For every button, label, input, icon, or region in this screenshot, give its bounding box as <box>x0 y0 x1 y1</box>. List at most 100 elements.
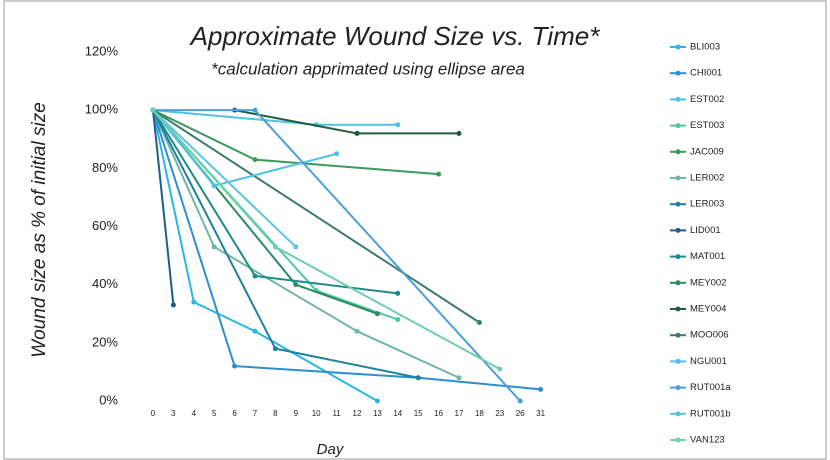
legend-label: MOO006 <box>690 330 729 341</box>
series-line <box>152 109 541 391</box>
x-tick-label: 18 <box>475 409 484 418</box>
x-tick-label: 13 <box>373 409 382 418</box>
x-tick-label: 12 <box>353 409 362 418</box>
x-tick-label: 11 <box>332 409 341 418</box>
x-tick-label: 15 <box>414 409 423 418</box>
data-point <box>497 366 503 372</box>
data-point <box>272 346 278 352</box>
y-tick-label: 120% <box>85 43 119 58</box>
legend-marker <box>675 44 681 50</box>
x-tick-label: 10 <box>312 409 321 418</box>
data-point <box>456 130 462 136</box>
data-point <box>252 157 258 163</box>
legend-marker <box>675 123 681 129</box>
x-tick-label: 17 <box>455 409 464 418</box>
legend-marker <box>675 149 681 155</box>
x-tick-label: 5 <box>212 409 217 418</box>
data-point <box>354 130 360 136</box>
series-line <box>152 109 480 324</box>
x-tick-label: 4 <box>192 409 197 418</box>
data-point <box>476 319 482 325</box>
y-tick-label: 80% <box>92 160 118 175</box>
legend-marker <box>675 227 681 233</box>
x-tick-label: 6 <box>232 409 237 418</box>
y-tick-label: 60% <box>92 218 118 233</box>
data-point <box>272 244 278 250</box>
data-point <box>334 151 340 157</box>
x-tick-label: 3 <box>171 409 176 418</box>
legend-label: RUT001b <box>690 408 731 419</box>
series-line <box>152 109 378 402</box>
data-point <box>436 171 442 177</box>
legend-marker <box>675 280 681 286</box>
legend-marker <box>675 175 681 181</box>
legend-label: MEY002 <box>690 277 726 288</box>
data-point <box>211 183 217 189</box>
data-point <box>538 386 544 392</box>
data-point <box>293 282 299 288</box>
legend-label: EST003 <box>690 120 724 131</box>
data-point <box>252 107 258 113</box>
legend-label: LID001 <box>690 225 721 236</box>
legend-label: RUT001a <box>690 382 731 393</box>
data-point <box>293 244 299 250</box>
series-line <box>234 109 459 135</box>
legend-label: BLI003 <box>690 42 720 53</box>
data-point <box>232 363 238 369</box>
x-tick-label: 16 <box>434 409 443 418</box>
data-point <box>252 273 258 279</box>
data-point <box>517 398 523 404</box>
y-axis-label: Wound size as % of initial size <box>29 102 50 358</box>
x-axis-label: Day <box>317 441 345 458</box>
x-tick-label: 0 <box>151 409 156 418</box>
series-line <box>152 110 175 306</box>
legend-label: JAC009 <box>690 146 724 157</box>
data-point <box>354 328 360 334</box>
data-point <box>170 302 176 308</box>
legend-marker <box>675 332 681 338</box>
data-point <box>456 375 462 381</box>
legend-marker <box>675 385 681 391</box>
series-line <box>152 109 419 379</box>
legend-label: NGU001 <box>690 356 727 367</box>
x-tick-label: 31 <box>536 409 545 418</box>
x-tick-label: 14 <box>393 409 402 418</box>
legend-label: VAN123 <box>690 435 725 446</box>
y-tick-label: 0% <box>99 392 118 407</box>
legend-marker <box>675 254 681 260</box>
data-point <box>415 375 421 381</box>
legend-marker <box>675 437 681 443</box>
legend-marker <box>675 411 681 417</box>
x-tick-label: 7 <box>253 409 258 418</box>
chart-title: Approximate Wound Size vs. Time* <box>189 21 601 51</box>
legend-marker <box>675 358 681 364</box>
legend-label: MEY004 <box>690 304 726 315</box>
legend-label: EST002 <box>690 94 724 105</box>
x-tick-label: 8 <box>273 409 278 418</box>
series-line <box>152 109 297 248</box>
data-point <box>374 311 380 317</box>
data-point <box>252 328 258 334</box>
x-tick-label: 9 <box>294 409 299 418</box>
series-line <box>152 109 398 295</box>
y-tick-label: 20% <box>92 334 118 349</box>
data-point <box>150 107 156 113</box>
series-line <box>152 109 460 379</box>
legend-label: LER003 <box>690 199 724 210</box>
data-point <box>191 299 197 305</box>
data-point <box>395 122 401 128</box>
x-tick-label: 23 <box>495 409 504 418</box>
legend-marker <box>675 201 681 207</box>
legend-marker <box>675 306 681 312</box>
series-line <box>152 109 501 370</box>
data-point <box>395 317 401 323</box>
y-tick-label: 100% <box>85 102 119 117</box>
data-point <box>395 290 401 296</box>
y-tick-label: 40% <box>92 276 118 291</box>
legend-label: MAT001 <box>690 251 725 262</box>
legend-marker <box>675 96 681 102</box>
legend-label: LER002 <box>690 173 724 184</box>
legend-marker <box>675 70 681 76</box>
data-point <box>374 398 380 404</box>
